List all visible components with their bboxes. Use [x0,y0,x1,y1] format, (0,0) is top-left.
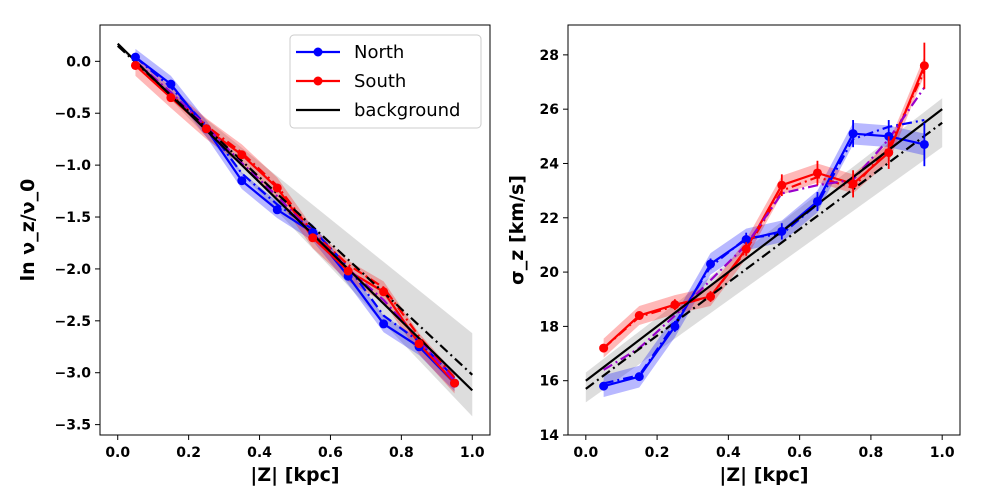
x-tick-label: 0.6 [318,445,343,461]
north-point [706,259,716,269]
y-axis-label: ln ν_z/ν_0 [17,179,39,282]
model-4-line [603,86,926,371]
south-point [741,244,751,254]
axes-frame [99,24,491,436]
south-point [848,179,858,189]
legend-label: North [354,42,404,63]
north-point [670,321,680,331]
south-point [634,311,644,321]
x-tick-label: 1.0 [930,445,955,461]
x-axis-label: |Z| [kpc] [719,464,808,486]
panel-dispersion: 0.0 0.2 0.4 0.6 0.8 1.0 14 16 18 20 22 24 26 28 |Z| [k… [506,24,961,486]
x-tick-label: 0.4 [716,445,741,461]
north-line [134,56,456,384]
south-point [599,343,609,353]
south-point [343,266,353,276]
model-3-line [134,63,456,379]
north-line [603,132,925,388]
y-tick-label: 24 [540,156,560,172]
south-point [201,124,211,134]
north-point [272,205,282,215]
y-tick-label: −3.0 [54,366,91,382]
y-tick-label: 28 [540,48,559,64]
south-point [379,287,389,297]
north-point [812,196,822,206]
y-tick-label: −1.5 [54,210,91,226]
north-point [741,235,751,245]
south-point [414,339,424,349]
north-band [603,122,925,397]
model-2-line [603,118,925,385]
y-tick-label: 16 [540,374,559,390]
y-tick-label: 18 [540,319,559,335]
y-tick-label: −0.5 [54,106,91,122]
x-tick-label: 1.0 [460,445,485,461]
south-point [670,300,680,310]
south-band [603,56,925,358]
x-tick-label: 0.2 [645,445,670,461]
north-point [130,52,140,62]
y-tick-label: 26 [540,102,559,118]
legend-label: South [354,71,406,92]
x-tick-label: 0.4 [247,445,272,461]
x-tick-label: 0.0 [573,445,598,461]
south-point [237,150,247,160]
x-tick-label: 0.2 [176,445,201,461]
south-line [602,65,926,349]
axes-frame [567,24,961,436]
y-tick-label: 0.0 [66,54,91,70]
south-point [706,292,716,302]
south-point [450,378,460,388]
legend-swatch-marker [313,47,323,57]
north-point [237,176,247,186]
y-tick-label: −3.5 [54,418,91,434]
south-point [130,60,140,70]
x-tick-label: 0.8 [859,445,884,461]
plot-area [116,42,474,417]
y-tick-label: 14 [540,428,560,444]
north-point [599,381,609,391]
north-point [379,319,389,329]
x-tick-label: 0.0 [105,445,130,461]
panel-density: 0.0 0.2 0.4 0.6 0.8 1.0 0.0 −0.5 −1.0 −1.5 −2.0 −2.… [17,24,491,486]
south-point [777,180,787,190]
y-tick-label: −1.0 [54,158,91,174]
legend: North South background [289,34,482,129]
south-point [919,61,929,71]
south-point [166,93,176,103]
south-point [884,148,894,158]
y-tick-label: −2.5 [54,314,91,330]
y-tick-label: 22 [540,211,559,227]
south-point [272,183,282,193]
north-point [848,129,858,139]
x-tick-label: 0.8 [389,445,414,461]
legend-swatch-marker [313,76,323,86]
north-point [777,226,787,236]
north-point [166,79,176,89]
model-6-line [116,44,474,376]
legend-box [289,34,482,129]
plot-area [585,42,943,403]
x-axis-label: |Z| [kpc] [250,464,339,486]
y-axis-label: σ_z [km/s] [506,175,528,285]
model-4-line [134,60,456,382]
y-tick-label: −2.0 [54,262,91,278]
model-6-line [585,121,943,390]
north-point [634,372,644,382]
south-point [812,168,822,178]
south-point [308,233,318,243]
background-line [585,108,943,382]
y-tick-label: 20 [540,265,560,281]
north-point [919,139,929,149]
x-tick-label: 0.6 [787,445,812,461]
legend-label: background [354,100,460,121]
